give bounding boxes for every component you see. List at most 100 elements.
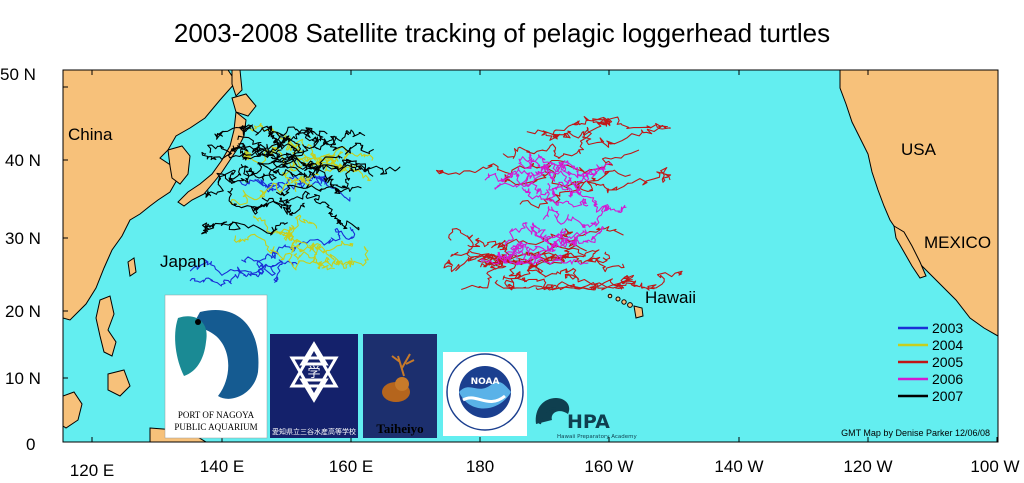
lon-label-120w: 120 W (843, 457, 892, 476)
track-2007 (214, 124, 285, 144)
track-2004 (282, 152, 336, 179)
track-2007 (275, 165, 401, 197)
track-2007 (201, 221, 288, 236)
track-2004 (276, 231, 354, 261)
track-2007 (237, 135, 343, 175)
track-2005 (519, 167, 672, 209)
track-2005 (504, 165, 631, 192)
track-2004 (253, 214, 318, 241)
lat-label-30n: 30 N (5, 229, 41, 248)
legend-label-2004: 2004 (932, 337, 963, 353)
track-2004 (229, 175, 313, 206)
track-2003 (238, 175, 327, 193)
lon-label-140e: 140 E (200, 457, 244, 476)
turtle-tracks (189, 116, 683, 291)
track-2003 (189, 260, 283, 287)
land-philippines (95, 295, 117, 357)
logo-mitani-school: 学 愛知県立三谷水産高等学校 (270, 334, 358, 438)
land-asia (63, 70, 237, 321)
lat-label-10n: 10 N (5, 369, 41, 388)
map-frame (62, 69, 999, 443)
lon-label-100w: 100 W (970, 457, 1019, 476)
track-2007 (261, 190, 360, 231)
latitude-labels: 50 N 40 N 30 N 20 N 10 N 0 (0, 65, 41, 454)
nagoya-line1: PORT OF NAGOYA (178, 410, 255, 420)
land-hawaii (607, 293, 644, 319)
track-2006 (480, 241, 525, 265)
track-2006 (494, 166, 573, 198)
logo-noaa: NOAA (443, 352, 527, 436)
track-2005 (535, 270, 683, 291)
track-2004 (294, 157, 372, 193)
track-2004 (287, 142, 362, 173)
land-borneo (63, 391, 83, 429)
lat-label-50n: 50 N (0, 65, 36, 84)
track-2005 (494, 278, 636, 291)
lon-label-180: 180 (466, 457, 494, 476)
track-2006 (484, 160, 566, 187)
lat-label-40n: 40 N (5, 151, 41, 170)
nagoya-line2: PUBLIC AQUARIUM (174, 422, 257, 432)
taiheiyo-text: Taiheiyo (376, 421, 423, 436)
track-2006 (504, 222, 567, 246)
track-2006 (500, 170, 589, 208)
land-baja (893, 225, 927, 279)
track-2006 (509, 232, 581, 266)
track-2005 (502, 116, 656, 159)
track-2005 (502, 267, 635, 291)
place-japan: Japan (160, 252, 206, 271)
land-hokkaido (231, 93, 257, 117)
track-2007 (227, 188, 305, 216)
land-korea (167, 145, 191, 185)
school-name: 愛知県立三谷水産高等学校 (272, 427, 356, 436)
noaa-text: NOAA (471, 377, 500, 387)
lat-label-0: 0 (26, 435, 35, 454)
track-2007 (257, 155, 362, 194)
map-panel: 50 N 40 N 30 N 20 N 10 N 0 120 E 140 E 1… (0, 65, 1020, 480)
track-2005 (461, 259, 597, 291)
longitude-labels: 120 E 140 E 160 E 180 160 W 140 W 120 W … (70, 457, 1020, 480)
logo-hpa: HPA Hawaii Preparatory Academy (535, 398, 637, 440)
legend-label-2003: 2003 (932, 320, 963, 336)
track-2004 (293, 246, 369, 270)
place-mexico: MEXICO (924, 233, 991, 252)
track-2004 (233, 233, 335, 271)
place-usa: USA (901, 140, 937, 159)
map-title: 2003-2008 Satellite tracking of pelagic … (174, 18, 830, 48)
track-2006 (547, 182, 627, 213)
track-2006 (518, 152, 600, 182)
track-2003 (254, 174, 351, 202)
track-2007 (269, 126, 366, 151)
place-china: China (68, 125, 113, 144)
svg-text:学: 学 (307, 365, 320, 381)
track-2005 (448, 228, 587, 263)
track-2005 (450, 250, 611, 269)
lat-label-20n: 20 N (5, 302, 41, 321)
lon-label-160w: 160 W (584, 457, 633, 476)
place-hawaii: Hawaii (645, 288, 696, 307)
land-sakhalin (231, 70, 243, 97)
track-2005 (526, 116, 611, 141)
track-2004 (290, 240, 353, 268)
land-mindanao (107, 369, 131, 397)
track-2005 (435, 149, 640, 175)
track-2005 (542, 122, 671, 148)
track-2006 (521, 162, 612, 201)
map-credit: GMT Map by Denise Parker 12/06/08 (841, 428, 990, 438)
track-2007 (201, 142, 298, 161)
track-2006 (534, 226, 605, 248)
logo-taiheiyo: Taiheiyo (363, 334, 437, 438)
lon-label-120e: 120 E (70, 461, 114, 480)
land-taiwan (127, 257, 137, 277)
track-2007 (270, 135, 374, 163)
hpa-text: HPA (567, 411, 610, 433)
hpa-sub-text: Hawaii Preparatory Academy (557, 434, 637, 440)
track-2006 (542, 204, 610, 229)
lon-label-160e: 160 E (329, 457, 373, 476)
track-2004 (285, 138, 374, 162)
axis-ticks (63, 70, 998, 442)
lon-label-140w: 140 W (714, 457, 763, 476)
logo-port-of-nagoya: PORT OF NAGOYA PUBLIC AQUARIUM (164, 294, 268, 439)
